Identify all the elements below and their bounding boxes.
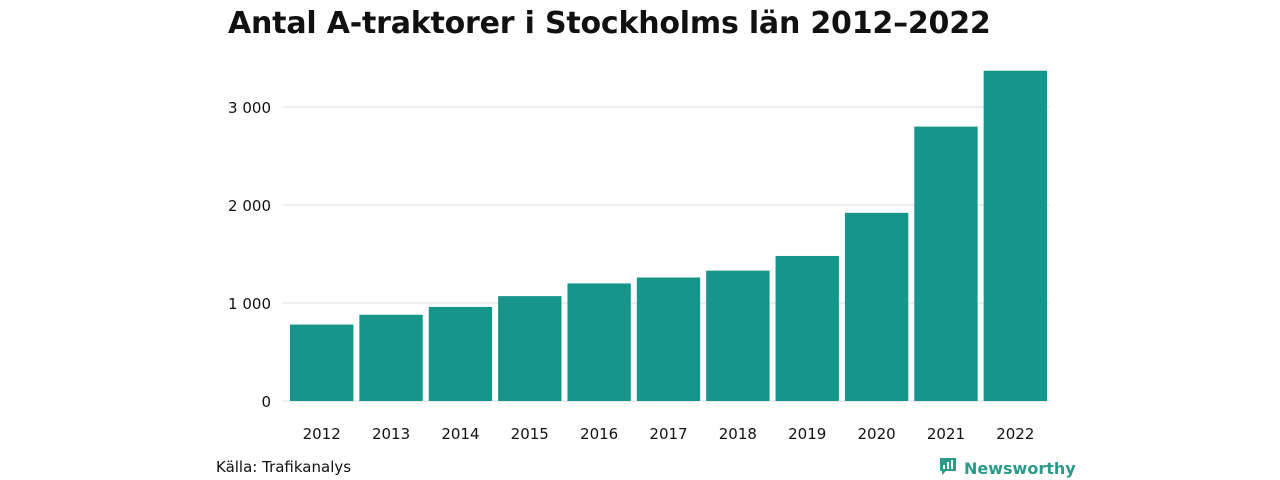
- x-tick-label: 2016: [580, 425, 618, 443]
- bar-2017: [636, 277, 701, 401]
- y-axis-ticks: 0 1 000 2 000 3 000: [228, 99, 271, 411]
- brand-name: Newsworthy: [964, 458, 1076, 478]
- x-tick-label: 2015: [511, 425, 549, 443]
- x-tick-label: 2018: [719, 425, 757, 443]
- y-tick-label: 2 000: [228, 197, 271, 215]
- bar-2020: [844, 212, 909, 401]
- bar-2014: [428, 306, 493, 401]
- brand-logo: Newsworthy: [938, 456, 1076, 480]
- bar-2022: [983, 70, 1047, 402]
- x-axis-ticks: 2012 2013 2014 2015 2016 2017 2018 2019 2020 2021…: [303, 425, 1035, 443]
- bar-2016: [567, 283, 631, 401]
- x-tick-label: 2019: [788, 425, 826, 443]
- y-tick-label: 3 000: [228, 99, 271, 117]
- chart-title: Antal A-traktorer i Stockholms län 2012–…: [228, 6, 991, 41]
- bars: [290, 70, 1047, 402]
- x-tick-label: 2013: [372, 425, 410, 443]
- x-tick-label: 2017: [649, 425, 687, 443]
- source-note: Källa: Trafikanalys: [216, 458, 352, 476]
- x-tick-label: 2014: [441, 425, 479, 443]
- x-tick-label: 2012: [303, 425, 341, 443]
- bar-2013: [359, 314, 423, 401]
- bar-2021: [914, 126, 978, 401]
- y-tick-label: 0: [261, 393, 271, 411]
- bar-2012: [290, 324, 354, 401]
- bar-2019: [775, 255, 839, 401]
- x-tick-label: 2020: [857, 425, 895, 443]
- bar-2018: [706, 270, 770, 401]
- x-tick-label: 2021: [927, 425, 965, 443]
- y-tick-label: 1 000: [228, 295, 271, 313]
- x-tick-label: 2022: [996, 425, 1034, 443]
- bar-2015: [498, 296, 562, 401]
- newsworthy-logo-icon: [938, 456, 958, 480]
